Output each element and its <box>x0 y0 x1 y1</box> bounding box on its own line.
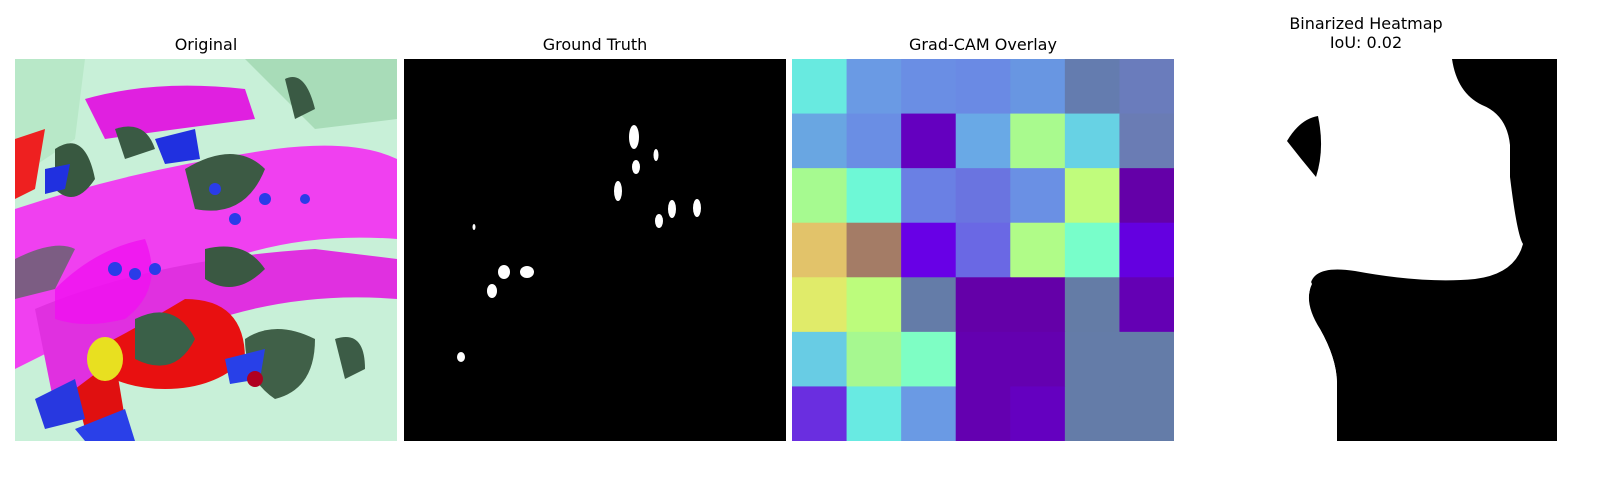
gradcam-cell <box>846 113 902 169</box>
gradcam-overlay <box>792 59 1174 441</box>
original-title: Original <box>174 35 238 54</box>
gradcam-cell <box>846 222 902 278</box>
gradcam-cell <box>901 59 957 115</box>
gradcam-cell <box>1064 168 1120 224</box>
gradcam-cell <box>1010 331 1066 387</box>
gradcam-cell <box>792 277 848 333</box>
gradcam-cell <box>1119 222 1174 278</box>
gradcam-cell <box>901 222 957 278</box>
gradcam-cell <box>1064 277 1120 333</box>
gradcam-cell <box>1119 277 1174 333</box>
gradcam-cell <box>1064 59 1120 115</box>
gradcam-cell <box>1119 113 1174 169</box>
gradcam-cell <box>901 113 957 169</box>
gradcam-cell <box>1064 222 1120 278</box>
binarized-heatmap-title-text: Binarized Heatmap <box>1289 14 1443 33</box>
gradcam-cell <box>955 331 1011 387</box>
ground-truth-mask <box>404 59 786 441</box>
binarized-heatmap-title: Binarized Heatmap IoU: 0.02 <box>1175 14 1557 52</box>
gradcam-cell <box>1010 168 1066 224</box>
gradcam-cell <box>1119 331 1174 387</box>
original-image <box>15 59 397 441</box>
gradcam-cell <box>792 222 848 278</box>
binarized-heatmap <box>1175 59 1557 441</box>
gradcam-cell <box>1010 59 1066 115</box>
gradcam-cell <box>1064 386 1120 441</box>
gradcam-cell <box>1010 113 1066 169</box>
gradcam-cell <box>901 331 957 387</box>
gradcam-cell <box>901 277 957 333</box>
gradcam-cell <box>1010 277 1066 333</box>
gradcam-cell <box>846 277 902 333</box>
gradcam-cell <box>792 331 848 387</box>
gradcam-cell <box>1119 59 1174 115</box>
gradcam-cell <box>955 386 1011 441</box>
ground-truth-title: Ground Truth <box>542 35 648 54</box>
gradcam-cell <box>901 386 957 441</box>
gradcam-cell <box>792 59 848 115</box>
gradcam-cell <box>1010 222 1066 278</box>
gradcam-cell <box>1010 386 1066 441</box>
gradcam-cell <box>846 386 902 441</box>
gradcam-cell <box>846 331 902 387</box>
gradcam-cell <box>1119 168 1174 224</box>
gradcam-cell <box>846 168 902 224</box>
gradcam-cell <box>846 59 902 115</box>
iou-label: IoU: 0.02 <box>1329 33 1403 52</box>
gradcam-overlay-title: Grad-CAM Overlay <box>909 35 1057 54</box>
gradcam-cell <box>1064 113 1120 169</box>
gradcam-cell <box>1064 331 1120 387</box>
gradcam-cell <box>901 168 957 224</box>
gradcam-cell <box>955 222 1011 278</box>
gradcam-cell <box>1119 386 1174 441</box>
gradcam-cell <box>792 386 848 441</box>
gradcam-cell <box>955 168 1011 224</box>
gradcam-cell <box>955 277 1011 333</box>
gradcam-cell <box>792 168 848 224</box>
gradcam-cell <box>955 113 1011 169</box>
gradcam-cell <box>792 113 848 169</box>
gradcam-cell <box>955 59 1011 115</box>
